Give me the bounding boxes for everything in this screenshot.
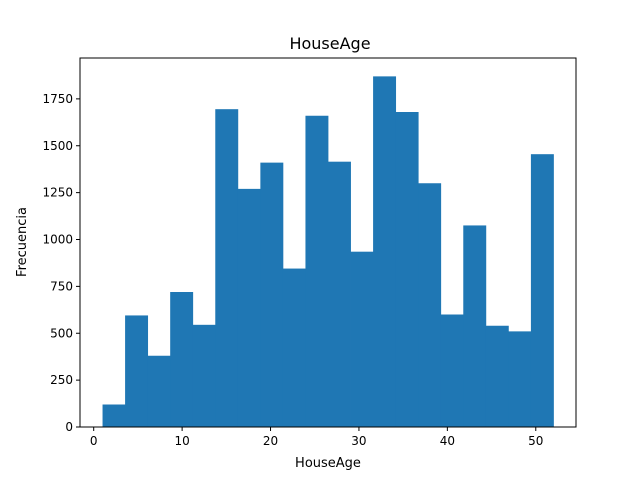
histogram-bar-14 <box>395 112 419 427</box>
histogram-bar-5 <box>192 324 216 427</box>
histogram-bar-18 <box>485 325 509 427</box>
x-tick-label-0: 0 <box>90 434 98 448</box>
histogram-bar-6 <box>215 109 239 427</box>
y-tick-label-1500: 1500 <box>42 139 73 153</box>
x-axis-ticks: 0 10 20 30 40 50 <box>90 427 543 448</box>
histogram-bar-7 <box>237 188 261 427</box>
y-tick-label-1750: 1750 <box>42 92 73 106</box>
histogram-bar-1 <box>102 404 126 427</box>
histogram-bar-20 <box>530 154 554 427</box>
histogram-bar-13 <box>373 76 397 427</box>
histogram-bar-4 <box>170 292 194 427</box>
histogram-bar-12 <box>350 251 374 427</box>
y-tick-label-500: 500 <box>50 326 73 340</box>
histogram-bar-10 <box>305 115 329 427</box>
y-tick-label-1250: 1250 <box>42 186 73 200</box>
x-tick-label-30: 30 <box>351 434 366 448</box>
histogram-bar-16 <box>440 314 464 427</box>
y-tick-label-1000: 1000 <box>42 233 73 247</box>
x-tick-label-50: 50 <box>528 434 543 448</box>
y-axis-ticks: 0 250 500 750 1000 1250 1500 1750 <box>42 92 80 434</box>
x-axis-label: HouseAge <box>295 456 361 471</box>
y-tick-label-0: 0 <box>65 420 73 434</box>
y-tick-label-750: 750 <box>50 279 73 293</box>
x-tick-label-40: 40 <box>440 434 455 448</box>
histogram-bar-17 <box>463 225 487 427</box>
histogram-bar-8 <box>260 162 284 427</box>
histogram-bar-2 <box>125 315 149 427</box>
histogram-bar-15 <box>418 183 442 427</box>
x-tick-label-10: 10 <box>174 434 189 448</box>
y-axis-label: Frecuencia <box>15 207 30 277</box>
x-tick-label-20: 20 <box>263 434 278 448</box>
plot-frame <box>79 57 577 428</box>
chart-title: HouseAge <box>289 34 370 53</box>
histogram-bar-19 <box>508 331 532 427</box>
bars-group <box>102 76 554 427</box>
histogram-bar-9 <box>282 268 306 427</box>
histogram-bar-3 <box>147 355 171 427</box>
y-tick-label-250: 250 <box>50 373 73 387</box>
histogram-bar-11 <box>328 161 351 427</box>
